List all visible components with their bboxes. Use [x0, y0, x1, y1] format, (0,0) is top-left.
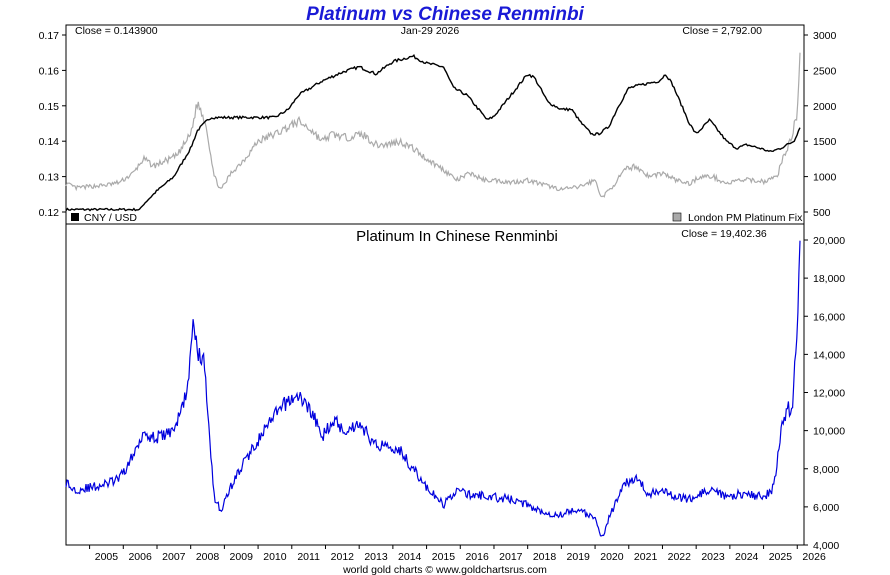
legend-label-cny: CNY / USD	[84, 212, 137, 224]
x-axis-tick-label: 2016	[465, 551, 489, 563]
x-axis-tick-label: 2015	[432, 551, 456, 563]
lower-axis-tick-label: 8,000	[813, 464, 839, 476]
x-axis-tick-label: 2019	[567, 551, 591, 563]
x-axis-tick-label: 2021	[634, 551, 658, 563]
lower-axis-tick-label: 20,000	[813, 235, 845, 247]
lower-axis-tick-label: 16,000	[813, 311, 845, 323]
left-axis-tick-label: 0.15	[39, 101, 60, 113]
left-axis-tick-label: 0.12	[39, 207, 60, 219]
x-axis-tick-label: 2008	[196, 551, 220, 563]
x-axis-tick-label: 2013	[364, 551, 388, 563]
x-axis-tick-label: 2017	[499, 551, 523, 563]
right-axis-tick-label: 2500	[813, 65, 837, 77]
x-axis-tick-label: 2014	[398, 551, 422, 563]
footer-credit: world gold charts © www.goldchartsrus.co…	[342, 564, 547, 575]
right-axis-tick-label: 1000	[813, 172, 837, 184]
lower-axis-tick-label: 6,000	[813, 502, 839, 514]
series-line-platinum-in-cny	[65, 240, 801, 537]
legend-label-platinum-fix: London PM Platinum Fix	[688, 212, 803, 224]
x-axis-tick-label: 2005	[95, 551, 119, 563]
left-close-label: Close = 0.143900	[75, 25, 158, 37]
legend-swatch-cny	[71, 213, 79, 221]
chart-title: Platinum vs Chinese Renminbi	[306, 4, 584, 25]
lower-panel-frame	[65, 223, 805, 546]
x-axis-tick-label: 2018	[533, 551, 557, 563]
left-axis-tick-label: 0.17	[39, 30, 60, 42]
legend-swatch-platinum-fix	[672, 212, 682, 222]
lower-axis-tick-label: 4,000	[813, 540, 839, 552]
right-axis-tick-label: 3000	[813, 30, 837, 42]
series-line-cny-usd	[65, 54, 801, 212]
x-axis-tick-label: 2011	[297, 551, 320, 563]
left-axis-tick-label: 0.16	[39, 65, 60, 77]
x-axis-tick-label: 2026	[802, 551, 826, 563]
x-axis-tick-label: 2012	[331, 551, 355, 563]
right-axis-tick-label: 500	[813, 207, 831, 219]
x-axis-tick-label: 2006	[128, 551, 152, 563]
lower-axis-tick-label: 18,000	[813, 273, 845, 285]
x-axis-tick-label: 2022	[668, 551, 692, 563]
series-line-platinum-fix	[65, 52, 801, 198]
left-axis-tick-label: 0.14	[39, 136, 60, 148]
lower-close-label: Close = 19,402.36	[681, 228, 767, 240]
x-axis-tick-label: 2023	[701, 551, 725, 563]
x-axis-tick-label: 2020	[600, 551, 624, 563]
upper-panel-frame	[65, 24, 805, 225]
x-axis-tick-label: 2024	[735, 551, 759, 563]
x-axis-tick-label: 2007	[162, 551, 186, 563]
left-axis-tick-label: 0.13	[39, 172, 60, 184]
lower-chart-title: Platinum In Chinese Renminbi	[356, 228, 558, 245]
date-label: Jan-29 2026	[401, 25, 460, 37]
lower-axis-tick-label: 14,000	[813, 349, 845, 361]
right-axis-tick-label: 2000	[813, 101, 837, 113]
lower-axis-tick-label: 12,000	[813, 388, 845, 400]
x-axis-tick-label: 2025	[769, 551, 793, 563]
x-axis-tick-label: 2010	[263, 551, 287, 563]
x-axis-tick-label: 2009	[230, 551, 254, 563]
right-close-label: Close = 2,792.00	[682, 25, 762, 37]
lower-axis-tick-label: 10,000	[813, 426, 845, 438]
right-axis-tick-label: 1500	[813, 136, 837, 148]
